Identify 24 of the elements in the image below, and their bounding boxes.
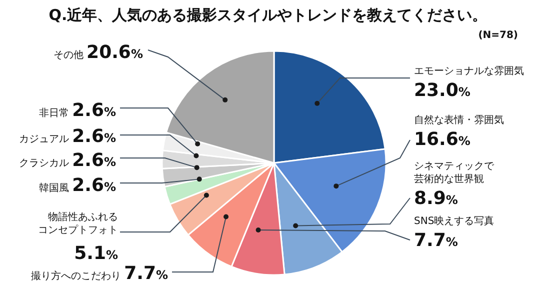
slice-label: 物語性あふれるコンセプトフォト	[38, 211, 118, 236]
slice-label: 撮り方へのこだわり	[30, 270, 124, 282]
data-label: 23.0%	[414, 80, 470, 101]
slice-label: エモーショナルな雰囲気	[414, 66, 524, 77]
text: (N=78)	[478, 30, 518, 41]
slice-label: シネマティックで芸術的な世界観	[414, 161, 495, 185]
slice-label: カジュアル	[18, 134, 72, 145]
data-label: 2.6%	[72, 175, 116, 196]
slice-label: 自然な表情・雰囲気	[414, 114, 504, 126]
data-label: 8.9%	[414, 188, 458, 209]
data-label: 20.6%	[86, 42, 143, 63]
data-label: 7.7%	[124, 263, 168, 284]
data-label: 2.6%	[72, 100, 116, 121]
data-label: 5.1%	[74, 243, 118, 264]
slice-label: クラシカル	[18, 158, 72, 169]
slice-label: SNS映えする写真	[414, 215, 494, 227]
slice-label: その他	[53, 49, 87, 61]
data-label: 2.6%	[72, 150, 116, 171]
data-label: 16.6%	[414, 129, 470, 150]
data-label: 2.6%	[72, 126, 116, 147]
data-label: 7.7%	[414, 230, 458, 251]
slice-label: 韓国風	[38, 182, 72, 194]
slice-label: 非日常	[38, 107, 72, 119]
chart-title: Q.近年、人気のある撮影スタイルやトレンドを教えてください。	[48, 6, 488, 24]
